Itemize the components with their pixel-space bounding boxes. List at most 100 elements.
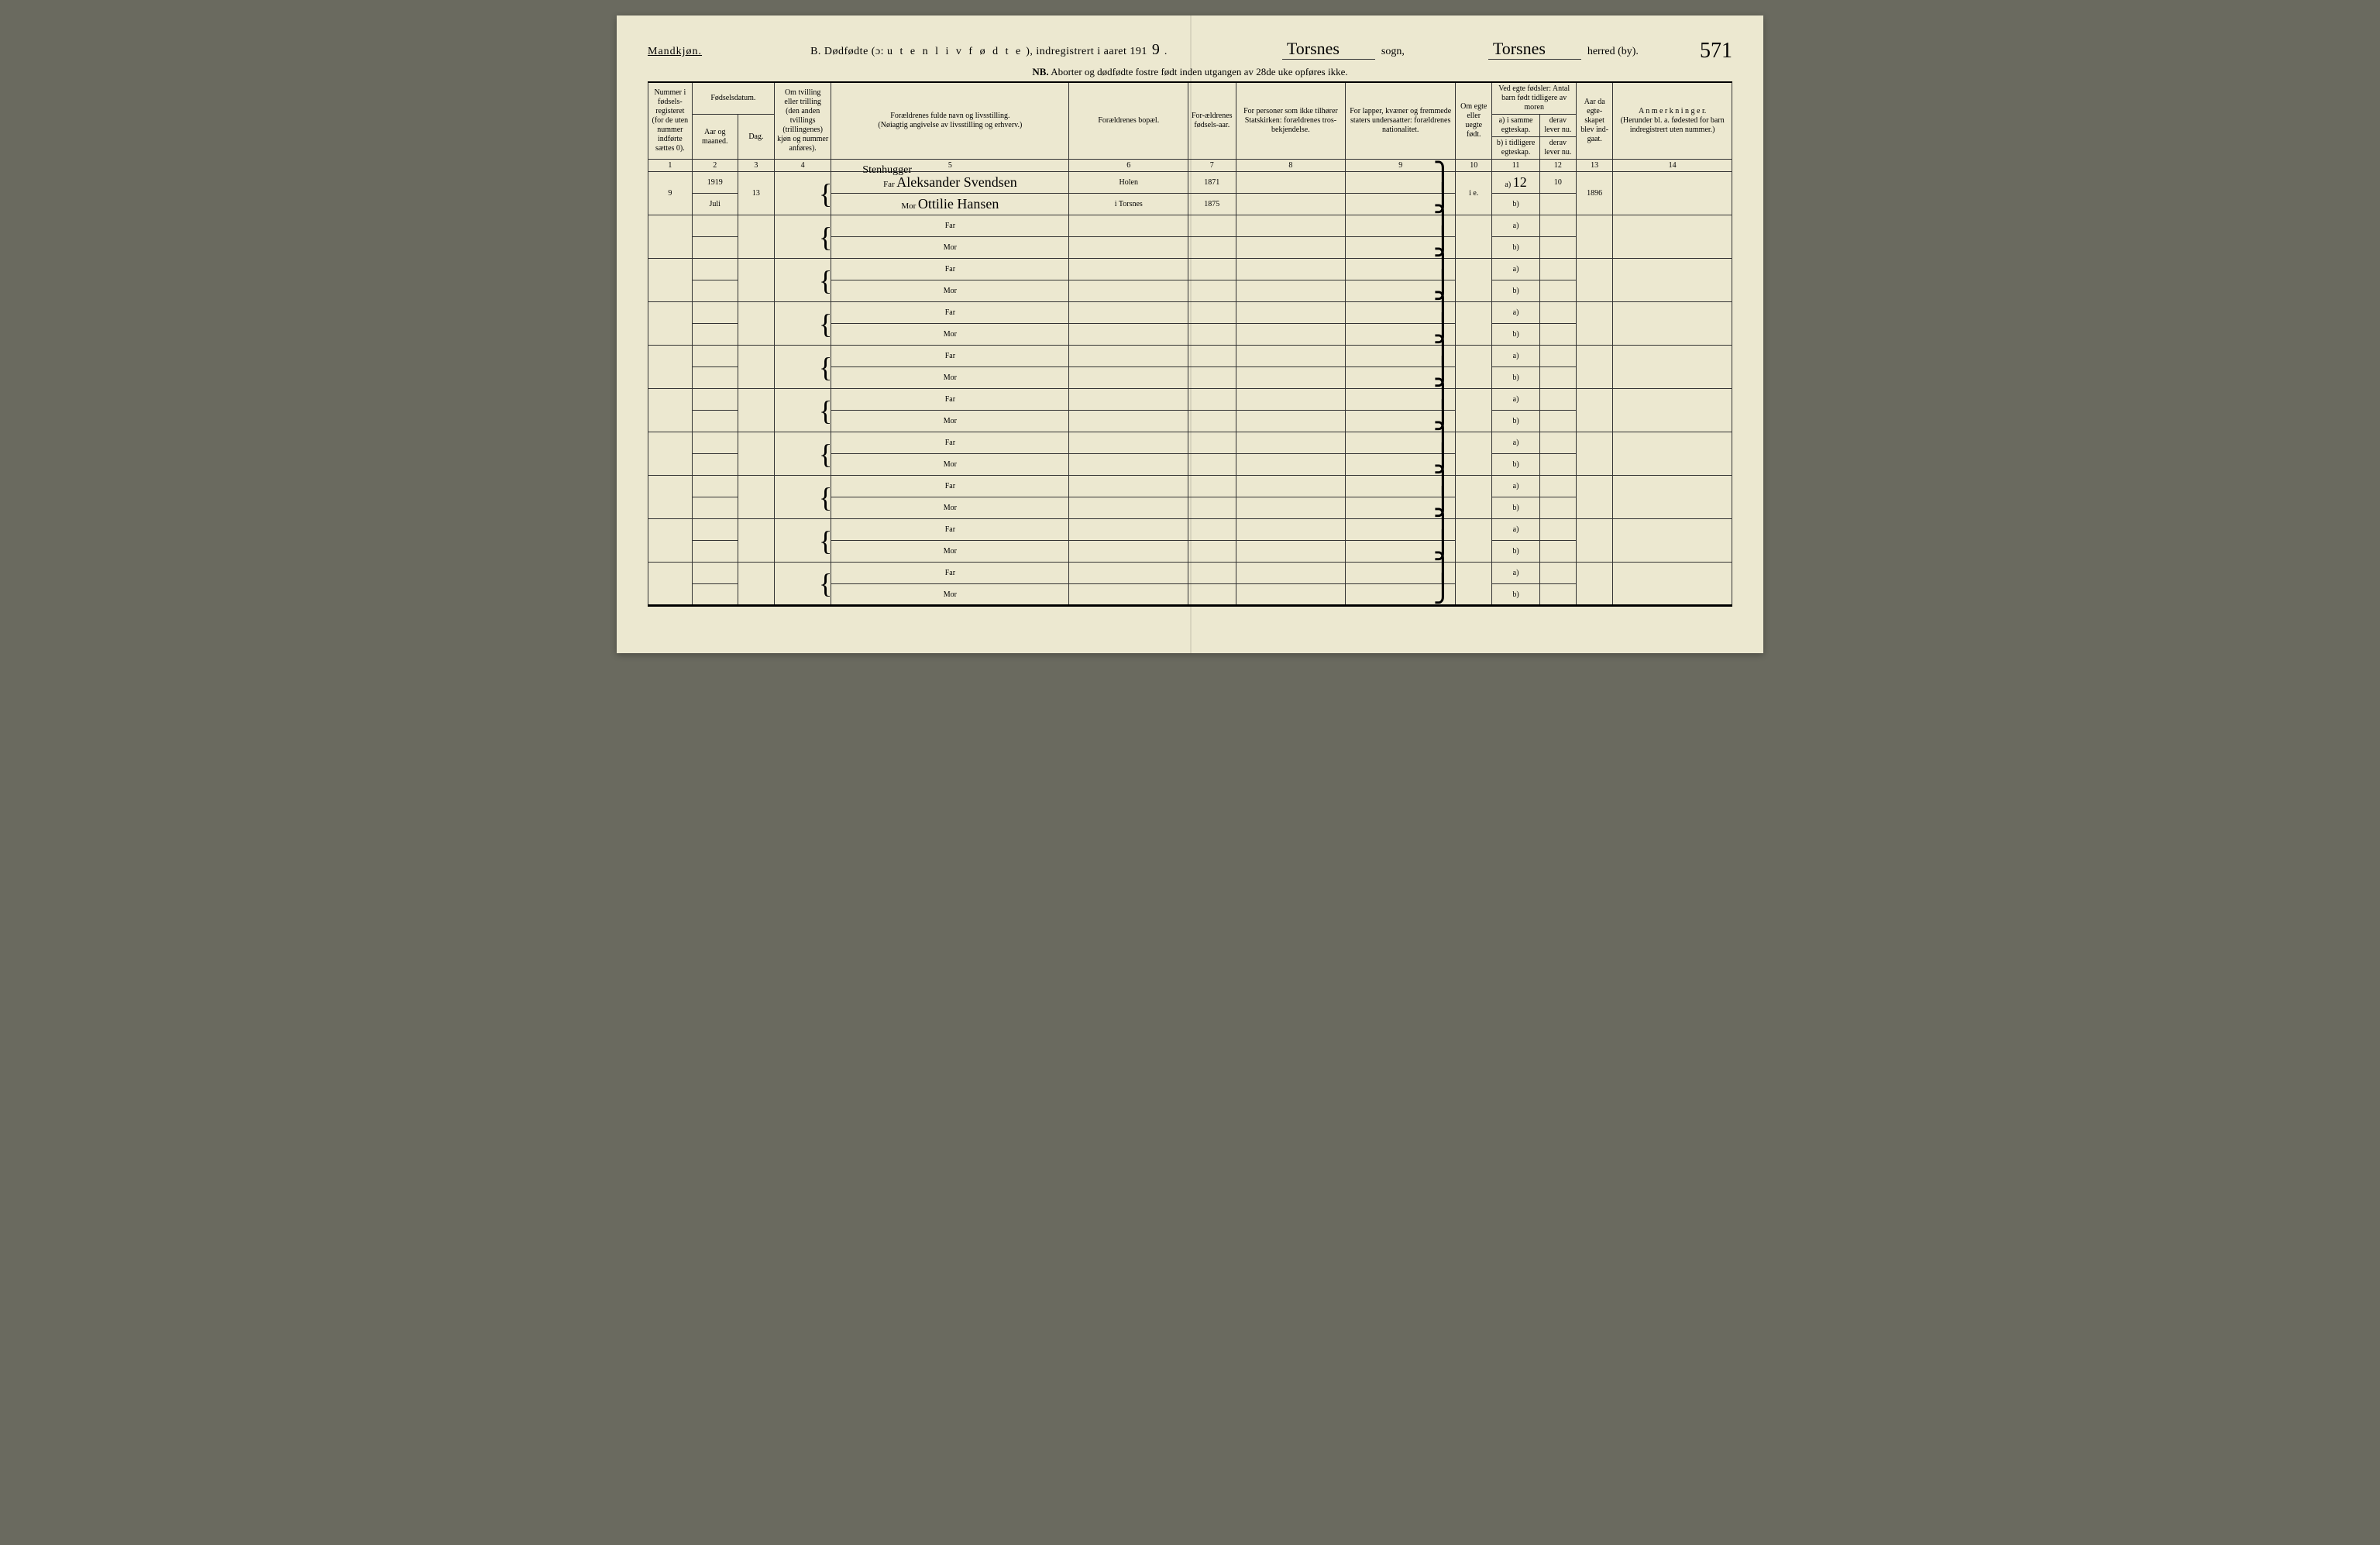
colnum: 3 <box>738 160 774 172</box>
col-header-13: Aar da egte-skapet blev ind-gaat. <box>1577 82 1613 160</box>
entry-day <box>738 215 774 259</box>
year-married <box>1577 259 1613 302</box>
entry-far-row: {Far⎫a) <box>648 302 1732 324</box>
year-married <box>1577 302 1613 346</box>
entry-number <box>648 432 693 476</box>
remarks <box>1613 476 1732 519</box>
colnum: 4 <box>775 160 831 172</box>
col-header-7: For-ældrenes fødsels-aar. <box>1188 82 1236 160</box>
entry-number <box>648 302 693 346</box>
b-prev-marriage: b) <box>1492 584 1539 606</box>
entry-day: 13 <box>738 172 774 215</box>
entry-number <box>648 563 693 606</box>
father-birth <box>1188 476 1236 497</box>
mother-birth <box>1188 584 1236 606</box>
residence-mor: i Torsnes <box>1069 194 1188 215</box>
colnum: 6 <box>1069 160 1188 172</box>
residence-mor <box>1069 541 1188 563</box>
entry-day <box>738 302 774 346</box>
entry-day <box>738 476 774 519</box>
entry-month <box>692 454 738 476</box>
entry-day <box>738 259 774 302</box>
entry-far-row: {Far⎫a) <box>648 563 1732 584</box>
year-married <box>1577 346 1613 389</box>
remarks <box>1613 172 1732 215</box>
entry-year: 1919 <box>692 172 738 194</box>
year-married <box>1577 215 1613 259</box>
entry-year <box>692 432 738 454</box>
year-married <box>1577 519 1613 563</box>
entry-year <box>692 346 738 367</box>
register-page: 571 Mandkjøn. B. Dødfødte (ɔ: u t e n l … <box>617 15 1763 653</box>
a-same-marriage: a) <box>1492 389 1539 411</box>
header-row: Mandkjøn. B. Dødfødte (ɔ: u t e n l i v … <box>648 39 1732 60</box>
year-married <box>1577 563 1613 606</box>
religion-mor <box>1236 367 1346 389</box>
religion-far <box>1236 259 1346 280</box>
a-same-marriage: a) <box>1492 432 1539 454</box>
residence-far <box>1069 389 1188 411</box>
mother-cell: Mor <box>831 280 1069 302</box>
religion-far <box>1236 563 1346 584</box>
remarks <box>1613 563 1732 606</box>
entry-far-row: {Far⎫a) <box>648 389 1732 411</box>
col-header-5: Forældrenes fulde navn og livsstilling. … <box>831 82 1069 160</box>
colnum: 1 <box>648 160 693 172</box>
mother-birth <box>1188 237 1236 259</box>
entry-number: 9 <box>648 172 693 215</box>
brace-left: { <box>775 519 831 563</box>
residence-far: Holen <box>1069 172 1188 194</box>
brace-left: { <box>775 172 831 215</box>
brace-left: { <box>775 432 831 476</box>
residence-mor <box>1069 411 1188 432</box>
religion-mor <box>1236 237 1346 259</box>
entry-month <box>692 237 738 259</box>
a-same-marriage: a) <box>1492 476 1539 497</box>
mother-birth <box>1188 324 1236 346</box>
a-lever <box>1539 519 1576 541</box>
a-lever <box>1539 476 1576 497</box>
col-header-12b: derav lever nu. <box>1539 137 1576 160</box>
religion-far <box>1236 476 1346 497</box>
residence-far <box>1069 563 1188 584</box>
entry-number <box>648 519 693 563</box>
brace-left: { <box>775 259 831 302</box>
mother-cell: Mor <box>831 541 1069 563</box>
col-header-11-top: Ved egte fødsler: Antal barn født tidlig… <box>1492 82 1577 115</box>
egte <box>1456 302 1492 346</box>
mother-cell: Mor <box>831 411 1069 432</box>
remarks <box>1613 519 1732 563</box>
entry-far-row: {Far⎫a) <box>648 215 1732 237</box>
entry-year <box>692 302 738 324</box>
mother-cell: Mor <box>831 454 1069 476</box>
mother-birth <box>1188 541 1236 563</box>
a-same-marriage: a) <box>1492 259 1539 280</box>
table-header: Nummer i fødsels-registeret (for de uten… <box>648 82 1732 172</box>
remarks <box>1613 346 1732 389</box>
father-cell: Far <box>831 563 1069 584</box>
nb-line: NB. Aborter og dødfødte fostre født inde… <box>648 66 1732 78</box>
mother-birth <box>1188 411 1236 432</box>
b-prev-marriage: b) <box>1492 280 1539 302</box>
egte <box>1456 563 1492 606</box>
entry-year <box>692 476 738 497</box>
egte <box>1456 346 1492 389</box>
brace-left: { <box>775 476 831 519</box>
col-header-9: For lapper, kvæner og fremmede staters u… <box>1346 82 1456 160</box>
father-birth <box>1188 432 1236 454</box>
father-birth <box>1188 563 1236 584</box>
col-header-10: Om egte eller uegte født. <box>1456 82 1492 160</box>
religion-far <box>1236 389 1346 411</box>
father-cell: Far <box>831 389 1069 411</box>
entry-day <box>738 519 774 563</box>
religion-far <box>1236 346 1346 367</box>
col-header-1: Nummer i fødsels-registeret (for de uten… <box>648 82 693 160</box>
a-lever <box>1539 215 1576 237</box>
egte <box>1456 215 1492 259</box>
herred-value: Torsnes <box>1488 39 1581 60</box>
year-digit: 9 <box>1152 41 1160 59</box>
entry-month <box>692 584 738 606</box>
b-lever <box>1539 194 1576 215</box>
entry-month <box>692 411 738 432</box>
mother-cell: Mor <box>831 584 1069 606</box>
